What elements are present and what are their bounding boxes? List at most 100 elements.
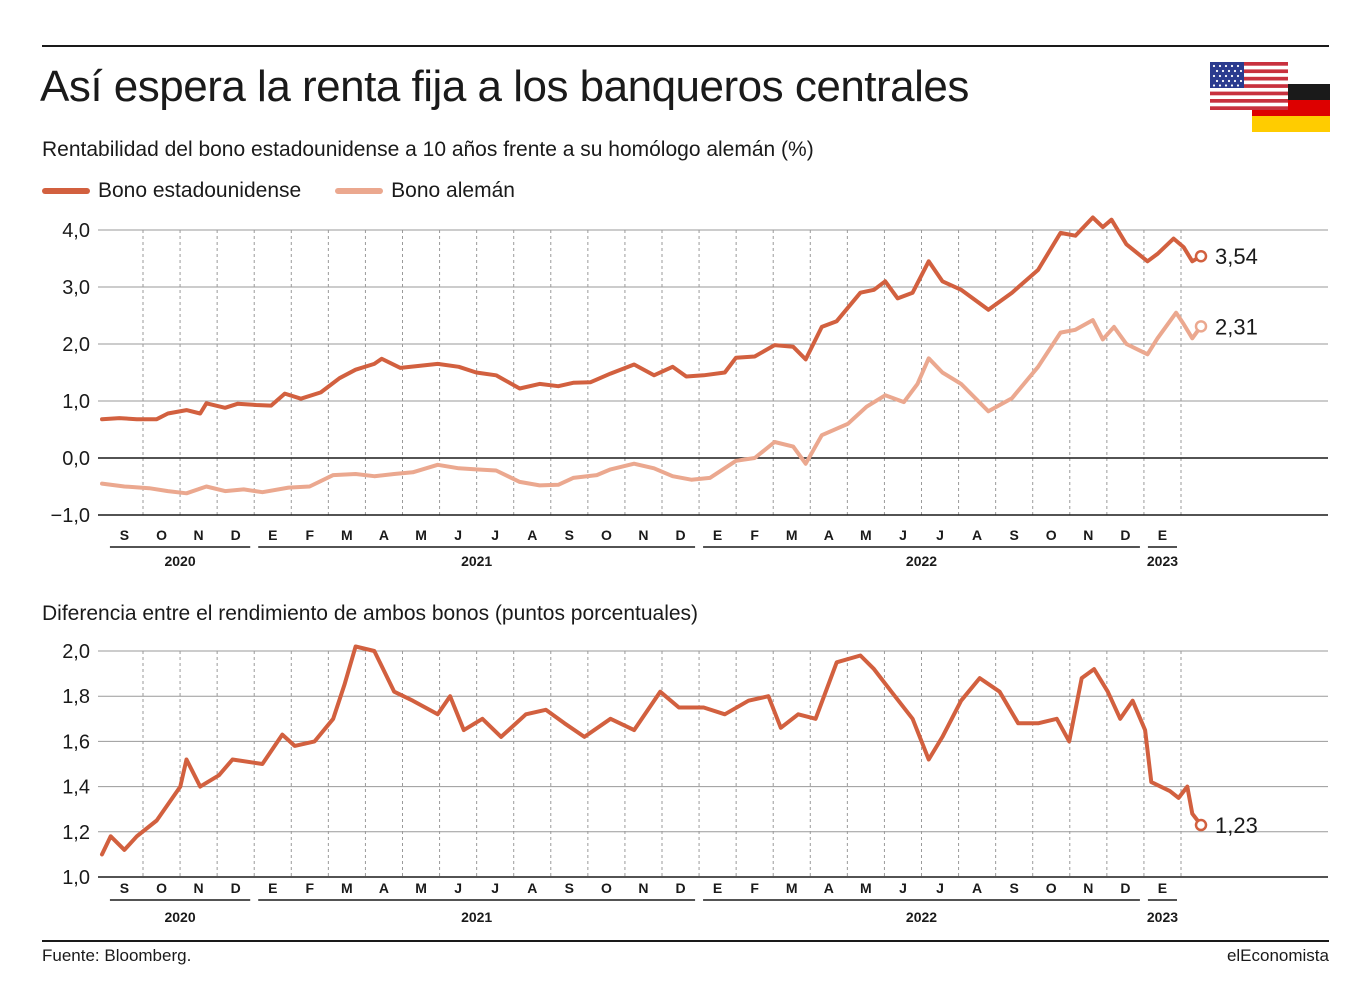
x-tick-label: M xyxy=(786,527,798,543)
x-tick-label: M xyxy=(341,527,353,543)
x-tick-label: D xyxy=(675,527,685,543)
year-label: 2023 xyxy=(1147,553,1178,569)
x-tick-label: O xyxy=(601,527,612,543)
x-tick-label: D xyxy=(231,527,241,543)
x-tick-label: O xyxy=(156,527,167,543)
year-label: 2020 xyxy=(164,909,195,925)
end-value-label: 3,54 xyxy=(1215,244,1258,269)
x-tick-label: O xyxy=(1046,527,1057,543)
legend-swatch-de xyxy=(335,188,384,194)
x-tick-label: M xyxy=(786,880,798,896)
y-tick-label: 1,6 xyxy=(62,731,90,753)
series-line xyxy=(100,310,1203,496)
x-tick-label: J xyxy=(936,880,944,896)
us-flag-icon xyxy=(1210,62,1288,110)
x-tick-label: J xyxy=(899,880,907,896)
x-tick-label: J xyxy=(491,880,499,896)
series-line xyxy=(100,215,1203,422)
yield-chart: 4,0 3,0 2,0 1,0 0,0 −1,0 S O N D E F M A M J J A S O N D E F M A M… xyxy=(51,215,1328,569)
x-tick-label: A xyxy=(527,527,537,543)
series-line xyxy=(100,644,1203,857)
chart1-subtitle: Rentabilidad del bono estadounidense a 1… xyxy=(42,138,814,161)
x-tick-label: A xyxy=(379,880,389,896)
x-tick-label: A xyxy=(824,880,834,896)
x-tick-label: N xyxy=(1083,880,1093,896)
source-note: Fuente: Bloomberg. xyxy=(42,946,192,965)
y-tick-label: 1,4 xyxy=(62,777,90,799)
year-label: 2021 xyxy=(461,909,492,925)
x-tick-label: F xyxy=(306,527,315,543)
x-tick-label: F xyxy=(750,527,759,543)
x-tick-label: O xyxy=(601,880,612,896)
x-tick-label: E xyxy=(713,527,722,543)
legend-label-de: Bono alemán xyxy=(391,179,515,202)
flags xyxy=(1210,62,1330,132)
chart2-subtitle: Diferencia entre el rendimiento de ambos… xyxy=(42,602,699,625)
y-tick-label: 2,0 xyxy=(62,641,90,663)
x-tick-label: M xyxy=(341,880,353,896)
y-tick-label: 0,0 xyxy=(62,448,90,470)
end-point-marker xyxy=(1194,818,1208,832)
x-tick-label: M xyxy=(415,880,427,896)
x-tick-label: E xyxy=(268,527,277,543)
page-title: Así espera la renta fija a los banqueros… xyxy=(40,62,969,111)
x-tick-label: M xyxy=(860,880,872,896)
x-tick-label: A xyxy=(379,527,389,543)
x-tick-label: J xyxy=(491,527,499,543)
y-tick-label: 1,8 xyxy=(62,686,90,708)
x-tick-label: E xyxy=(1158,527,1167,543)
x-tick-label: E xyxy=(268,880,277,896)
x-tick-label: S xyxy=(1010,527,1019,543)
y-tick-label: 1,0 xyxy=(62,867,90,889)
legend-swatch-us xyxy=(42,188,90,194)
year-label: 2023 xyxy=(1147,909,1178,925)
x-tick-label: O xyxy=(156,880,167,896)
top-rule xyxy=(42,45,1329,47)
spread-chart: 2,0 1,8 1,6 1,4 1,2 1,0 S O N D E F M A M J J A S O N D E F M A M J… xyxy=(62,641,1328,925)
x-tick-label: M xyxy=(860,527,872,543)
x-tick-label: S xyxy=(565,527,574,543)
x-tick-label: F xyxy=(750,880,759,896)
y-tick-label: −1,0 xyxy=(51,505,90,527)
x-tick-label: A xyxy=(527,880,537,896)
end-value-label: 2,31 xyxy=(1215,314,1258,339)
brand-name: elEconomista xyxy=(1226,946,1329,965)
x-tick-label: J xyxy=(936,527,944,543)
x-tick-label: J xyxy=(454,527,462,543)
x-tick-label: J xyxy=(454,880,462,896)
x-tick-label: N xyxy=(638,880,648,896)
x-tick-label: N xyxy=(1083,527,1093,543)
legend-item-de: Bono alemán xyxy=(335,179,515,203)
x-tick-label: S xyxy=(120,527,129,543)
end-point-marker xyxy=(1194,249,1208,263)
bottom-rule xyxy=(42,940,1329,942)
x-tick-label: A xyxy=(972,527,982,543)
x-tick-label: E xyxy=(1158,880,1167,896)
legend: Bono estadounidense Bono alemán xyxy=(42,178,549,204)
x-tick-label: D xyxy=(1120,527,1130,543)
x-tick-label: S xyxy=(1010,880,1019,896)
end-value-label: 1,23 xyxy=(1215,813,1258,838)
year-label: 2022 xyxy=(906,553,937,569)
x-tick-label: D xyxy=(1120,880,1130,896)
x-tick-label: N xyxy=(194,527,204,543)
legend-label-us: Bono estadounidense xyxy=(98,179,302,202)
x-tick-label: N xyxy=(638,527,648,543)
x-tick-label: E xyxy=(713,880,722,896)
x-tick-label: J xyxy=(899,527,907,543)
x-tick-label: M xyxy=(415,527,427,543)
x-tick-label: A xyxy=(972,880,982,896)
year-label: 2022 xyxy=(906,909,937,925)
legend-item-us: Bono estadounidense xyxy=(42,179,301,203)
x-tick-label: N xyxy=(194,880,204,896)
x-tick-label: F xyxy=(306,880,315,896)
x-tick-label: A xyxy=(824,527,834,543)
y-tick-label: 4,0 xyxy=(62,220,90,242)
x-tick-label: S xyxy=(565,880,574,896)
x-tick-label: S xyxy=(120,880,129,896)
x-tick-label: D xyxy=(231,880,241,896)
x-tick-label: O xyxy=(1046,880,1057,896)
end-point-marker xyxy=(1194,320,1208,333)
x-tick-label: D xyxy=(675,880,685,896)
y-tick-label: 1,2 xyxy=(62,822,90,844)
